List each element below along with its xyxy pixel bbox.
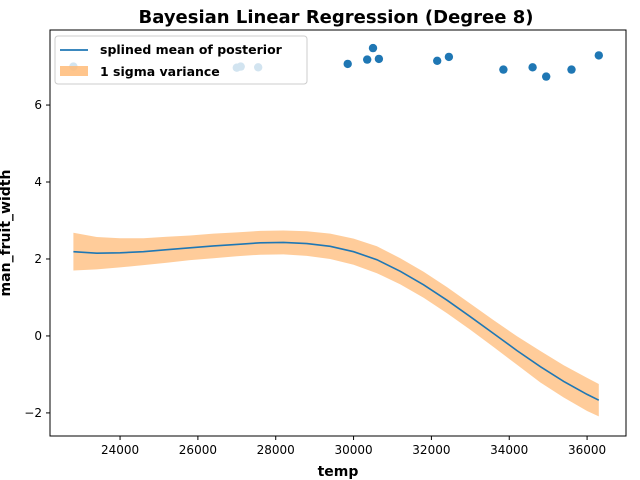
y-tick-label: −2	[24, 406, 42, 420]
x-tick-label: 28000	[257, 443, 295, 457]
data-point	[567, 65, 576, 74]
x-tick-label: 26000	[179, 443, 217, 457]
data-point	[433, 56, 442, 65]
x-tick-label: 24000	[101, 443, 139, 457]
y-tick-label: 4	[34, 175, 42, 189]
data-point	[374, 54, 384, 64]
legend: splined mean of posterior 1 sigma varian…	[54, 35, 308, 85]
data-point	[594, 51, 603, 60]
data-point	[499, 65, 508, 74]
x-tick-label: 30000	[334, 443, 372, 457]
x-axis-label: temp	[318, 464, 359, 480]
data-point	[363, 55, 372, 64]
legend-box	[54, 35, 308, 85]
data-point	[542, 72, 551, 81]
axes-frame	[49, 29, 627, 437]
chart-title: Bayesian Linear Regression (Degree 8)	[139, 7, 534, 28]
data-point	[528, 63, 537, 72]
y-tick-label: 2	[34, 252, 42, 266]
x-tick-label: 32000	[412, 443, 450, 457]
data-point	[368, 43, 378, 53]
variance-band	[73, 230, 599, 417]
mean-line	[73, 241, 600, 401]
data-point	[444, 52, 454, 62]
x-tick-label: 36000	[568, 443, 606, 457]
y-tick-label: 0	[34, 329, 42, 343]
data-point	[343, 59, 352, 69]
plot-area	[69, 43, 603, 417]
y-tick-label: 6	[34, 98, 42, 112]
legend-label-variance: 1 sigma variance	[100, 64, 220, 79]
y-axis: −2 0 2 4 6	[24, 98, 50, 420]
x-axis: 24000 26000 28000 30000 32000 34000 36000	[101, 436, 606, 457]
legend-label-mean: splined mean of posterior	[100, 42, 283, 57]
x-tick-label: 34000	[490, 443, 528, 457]
legend-band-swatch	[60, 66, 88, 76]
y-axis-label: man_fruit_width	[0, 170, 14, 297]
